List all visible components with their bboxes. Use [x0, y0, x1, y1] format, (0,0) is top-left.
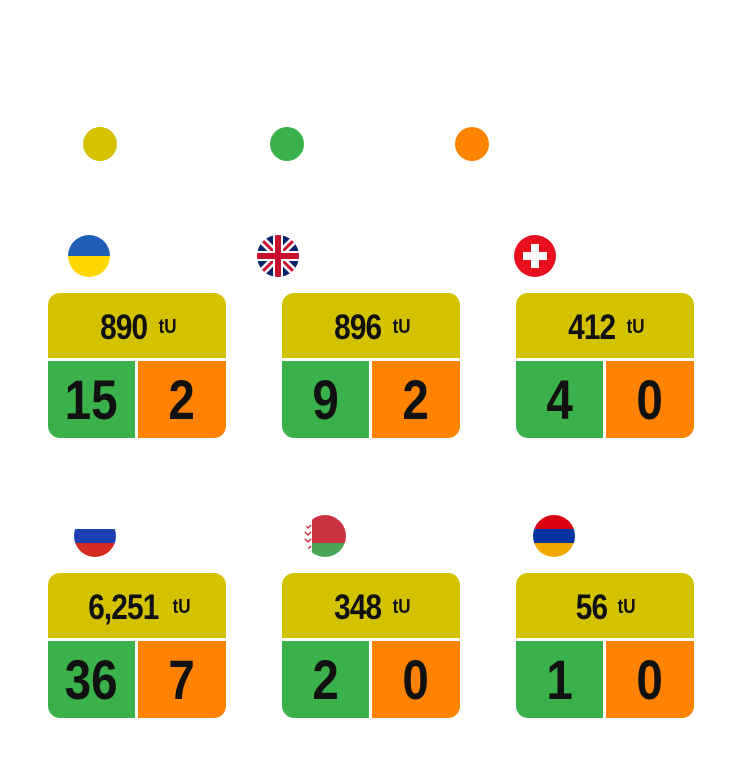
orange-panel: 0: [372, 641, 460, 718]
orange-panel: 0: [606, 641, 694, 718]
legend-dot-orange: [455, 127, 489, 161]
total-unit: tU: [392, 316, 411, 338]
green-panel: 15: [48, 361, 135, 438]
total-value: 56: [575, 587, 608, 627]
stat-card-switzerland: 412 tU 4 0: [516, 293, 694, 438]
stat-card-ukraine: 890 tU 15 2: [48, 293, 226, 438]
orange-panel: 2: [138, 361, 226, 438]
total-unit: tU: [617, 596, 636, 618]
total-value: 6,251: [88, 587, 159, 627]
total-panel: 56 tU: [516, 573, 694, 638]
green-panel: 36: [48, 641, 135, 718]
stat-card-belarus: 348 tU 2 0: [282, 573, 460, 718]
total-unit: tU: [626, 316, 645, 338]
total-panel: 348 tU: [282, 573, 460, 638]
total-panel: 6,251 tU: [48, 573, 226, 638]
green-value: 1: [546, 648, 573, 711]
orange-value: 2: [168, 368, 196, 431]
russia-flag-icon: [74, 515, 116, 557]
total-value: 890: [99, 307, 148, 347]
orange-value: 0: [402, 648, 430, 711]
orange-value: 7: [168, 648, 196, 711]
orange-panel: 0: [606, 361, 694, 438]
total-value: 348: [333, 587, 382, 627]
orange-value: 2: [402, 368, 430, 431]
green-value: 2: [312, 648, 339, 711]
total-unit: tU: [158, 316, 177, 338]
total-unit: tU: [172, 596, 191, 618]
belarus-flag-icon: [304, 515, 346, 557]
total-unit: tU: [392, 596, 411, 618]
stat-card-russia: 6,251 tU 36 7: [48, 573, 226, 718]
total-panel: 896 tU: [282, 293, 460, 358]
total-panel: 890 tU: [48, 293, 226, 358]
ukraine-flag-icon: [68, 235, 110, 277]
uk-flag-icon: [257, 235, 299, 277]
legend-dot-yellow: [83, 127, 117, 161]
green-value: 9: [312, 368, 339, 431]
green-panel: 1: [516, 641, 603, 718]
green-value: 36: [65, 648, 118, 711]
total-panel: 412 tU: [516, 293, 694, 358]
green-panel: 4: [516, 361, 603, 438]
armenia-flag-icon: [533, 515, 575, 557]
switzerland-flag-icon: [514, 235, 556, 277]
green-value: 15: [65, 368, 118, 431]
legend-dot-green: [270, 127, 304, 161]
total-value: 412: [567, 307, 616, 347]
orange-value: 0: [636, 648, 664, 711]
stat-card-armenia: 56 tU 1 0: [516, 573, 694, 718]
orange-panel: 7: [138, 641, 226, 718]
stat-card-uk: 896 tU 9 2: [282, 293, 460, 438]
green-value: 4: [546, 368, 573, 431]
green-panel: 9: [282, 361, 369, 438]
green-panel: 2: [282, 641, 369, 718]
orange-panel: 2: [372, 361, 460, 438]
orange-value: 0: [636, 368, 664, 431]
total-value: 896: [333, 307, 382, 347]
